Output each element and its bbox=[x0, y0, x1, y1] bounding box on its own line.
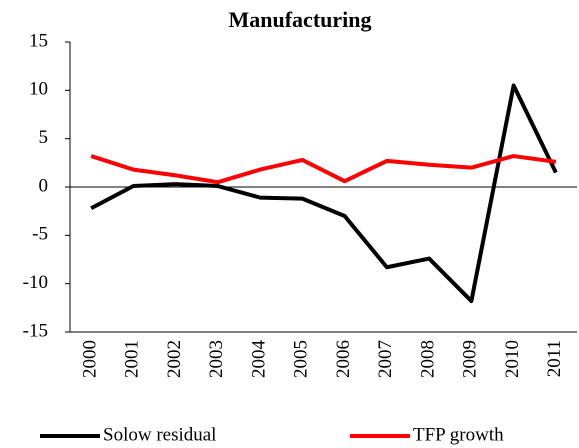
y-tick-label: 0 bbox=[39, 175, 49, 196]
x-tick-label: 2010 bbox=[502, 340, 523, 378]
series-line bbox=[90, 83, 558, 304]
series-line bbox=[90, 154, 557, 185]
x-tick-label: 2003 bbox=[206, 340, 227, 378]
x-tick-label: 2000 bbox=[79, 340, 100, 378]
y-tick-label: -5 bbox=[32, 224, 48, 245]
y-tick-label: 15 bbox=[29, 30, 48, 51]
x-tick-label: 2009 bbox=[460, 340, 481, 378]
x-tick-label: 2002 bbox=[164, 340, 185, 378]
x-tick-label: 2008 bbox=[417, 340, 438, 378]
x-tick-label: 2005 bbox=[291, 340, 312, 378]
chart-title: Manufacturing bbox=[229, 7, 372, 32]
x-tick-label: 2006 bbox=[333, 340, 354, 378]
y-tick-label: -15 bbox=[23, 320, 48, 341]
x-tick-label: 2004 bbox=[248, 340, 269, 379]
x-tick-label: 2011 bbox=[544, 340, 565, 377]
y-tick-label: 5 bbox=[39, 127, 49, 148]
x-tick-label: 2001 bbox=[122, 340, 143, 378]
y-tick-label: 10 bbox=[29, 79, 48, 100]
x-tick-label: 2007 bbox=[375, 340, 396, 378]
legend-label: Solow residual bbox=[103, 424, 216, 445]
y-tick-label: -10 bbox=[23, 272, 48, 293]
legend-label: TFP growth bbox=[413, 424, 504, 445]
